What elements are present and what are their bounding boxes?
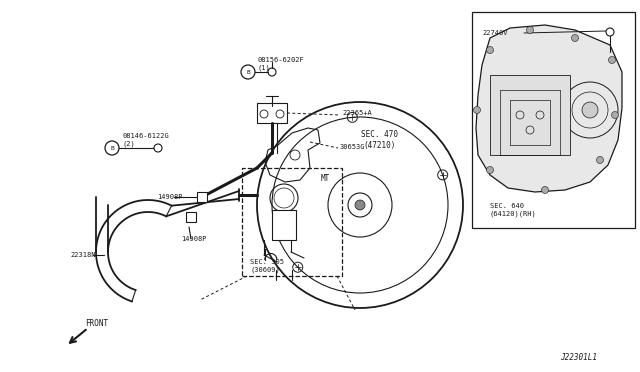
- Text: 22365+A: 22365+A: [342, 110, 372, 116]
- Bar: [242, 168, 342, 276]
- Text: 08156-6202F
(1): 08156-6202F (1): [258, 57, 305, 71]
- Circle shape: [486, 167, 493, 173]
- Bar: [272, 210, 296, 240]
- Text: SEC. 470
(47210): SEC. 470 (47210): [362, 130, 399, 150]
- Circle shape: [355, 200, 365, 210]
- Text: MT: MT: [321, 173, 330, 183]
- Text: J22301L1: J22301L1: [560, 353, 597, 362]
- Circle shape: [268, 68, 276, 76]
- Bar: [186, 212, 196, 222]
- Circle shape: [154, 144, 162, 152]
- Text: B: B: [246, 70, 250, 74]
- Circle shape: [609, 57, 616, 64]
- Text: SEC. 305
(30609): SEC. 305 (30609): [250, 259, 284, 273]
- Circle shape: [606, 28, 614, 36]
- Text: FRONT: FRONT: [85, 318, 108, 327]
- Text: 14908P: 14908P: [181, 236, 207, 242]
- Text: 30653G: 30653G: [340, 144, 365, 150]
- Circle shape: [582, 102, 598, 118]
- Text: B: B: [110, 145, 114, 151]
- Bar: [490, 75, 570, 155]
- Circle shape: [541, 186, 548, 193]
- Polygon shape: [476, 25, 622, 192]
- Text: 08146-6122G
(2): 08146-6122G (2): [122, 133, 169, 147]
- Bar: [197, 192, 207, 202]
- Text: 22318N: 22318N: [70, 252, 95, 258]
- Circle shape: [474, 106, 481, 113]
- Text: 14908P: 14908P: [157, 194, 182, 200]
- Bar: [472, 12, 635, 228]
- Circle shape: [527, 26, 534, 33]
- Circle shape: [611, 112, 618, 119]
- Bar: [257, 103, 287, 123]
- Circle shape: [596, 157, 604, 164]
- Text: SEC. 640
(64120)(RH): SEC. 640 (64120)(RH): [490, 203, 537, 217]
- Text: 22740V: 22740V: [482, 30, 508, 36]
- Circle shape: [486, 46, 493, 54]
- Circle shape: [572, 35, 579, 42]
